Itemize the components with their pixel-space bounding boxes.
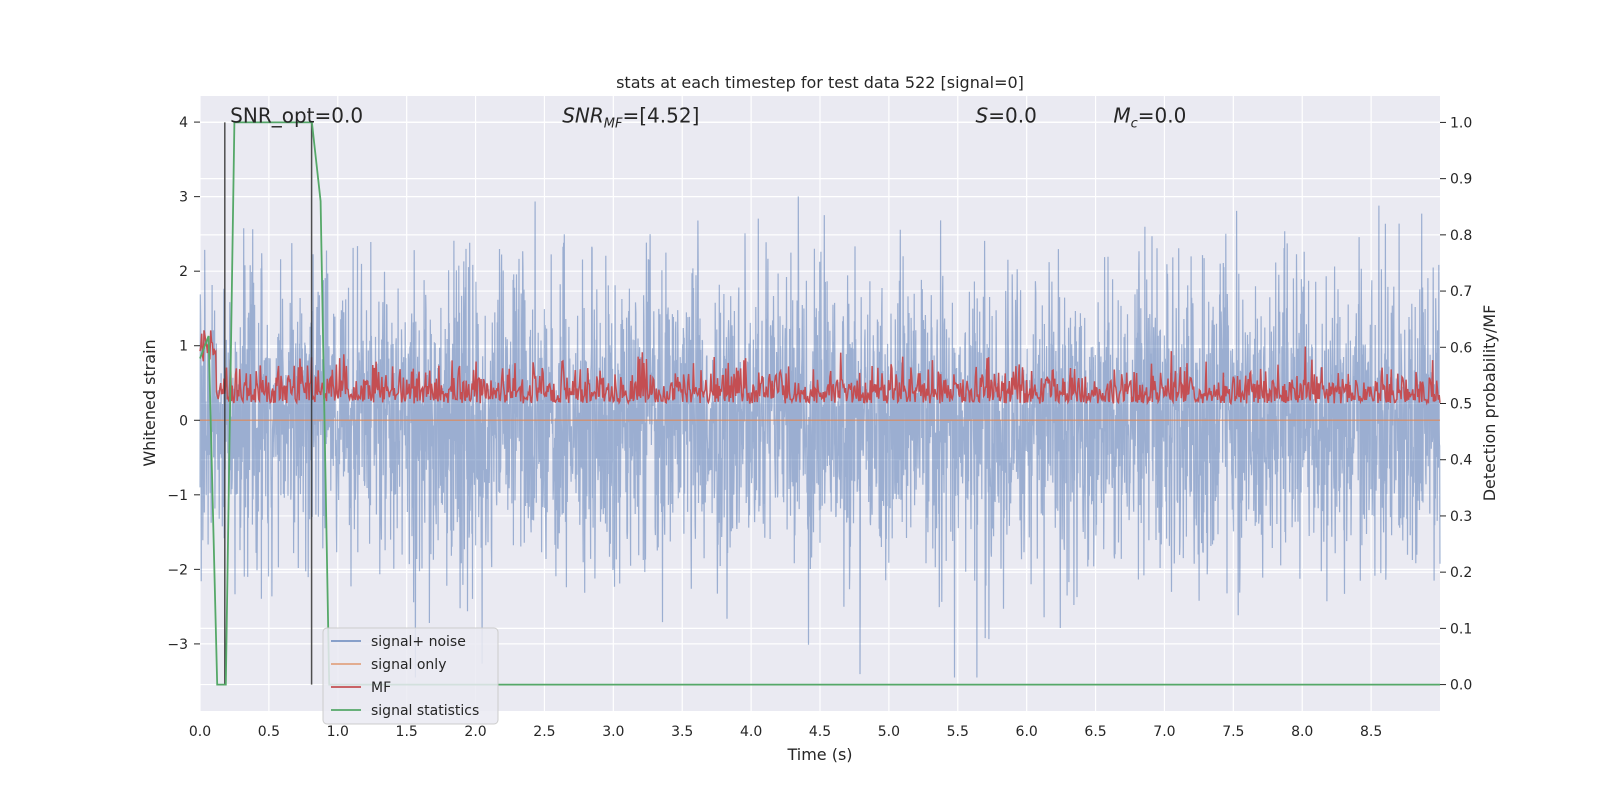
series-signal-plus-noise [199, 196, 1441, 678]
series-mf [199, 330, 1441, 406]
y-right-tick-label: 0.6 [1450, 340, 1472, 356]
x-tick-label: 8.0 [1291, 724, 1313, 740]
y-axis-left-label: Whitened strain [140, 339, 159, 466]
y-right-tick-label: 0.3 [1450, 509, 1472, 525]
annotations: SNR_opt=0.0 SNRMF=[4.52] S=0.0 Mc=0.0 [230, 104, 1186, 132]
annotation-m-c-0-0: Mc=0.0 [1113, 104, 1186, 132]
legend-label-signal-statistics: signal statistics [371, 703, 479, 719]
y-right-tick-label: 0.9 [1450, 172, 1472, 188]
y-left-tick-label: 4 [179, 115, 188, 131]
annotation-snr-opt-0-0: SNR_opt=0.0 [230, 104, 363, 128]
y-left-tick-label: 0 [179, 413, 188, 429]
x-tick-label: 4.5 [809, 724, 831, 740]
x-tick-label: 6.5 [1084, 724, 1106, 740]
y-left-tick-label: −3 [167, 637, 188, 653]
x-axis-ticks: 0.0 0.5 1.0 1.5 2.0 2.5 3.0 3.5 4.0 4.5 5.0 5.5 6.0 6… [189, 724, 1382, 740]
y-right-tick-label: 0.2 [1450, 565, 1472, 581]
legend-label-mf: MF [371, 680, 391, 696]
y-left-tick-label: 1 [179, 339, 188, 355]
legend: signal+ noise signal only MF signal statist… [322, 627, 499, 725]
y-axis-right-ticks: 0.0 0.1 0.2 0.3 0.4 0.5 0.6 0.7 0.8 0.9 1.0 [1440, 115, 1472, 694]
y-axis-left-ticks: −3 −2 −1 0 1 2 3 4 [167, 115, 200, 653]
x-axis-label: Time (s) [786, 745, 852, 764]
x-tick-label: 8.5 [1360, 724, 1382, 740]
detection-window-lines [224, 122, 313, 685]
y-left-tick-label: −2 [167, 562, 188, 578]
x-tick-label: 5.0 [878, 724, 900, 740]
x-tick-label: 6.0 [1016, 724, 1038, 740]
y-right-tick-label: 0.4 [1450, 453, 1472, 469]
x-tick-label: 3.0 [602, 724, 624, 740]
y-left-tick-label: −1 [167, 488, 188, 504]
y-left-tick-label: 2 [179, 264, 188, 280]
y-right-tick-label: 0.8 [1450, 228, 1472, 244]
x-tick-label: 1.0 [327, 724, 349, 740]
y-right-tick-label: 0.0 [1450, 678, 1472, 694]
x-tick-label: 0.5 [258, 724, 280, 740]
x-tick-label: 0.0 [189, 724, 211, 740]
annotation-snr-mf-4-52: SNRMF=[4.52] [562, 104, 699, 132]
x-tick-label: 7.5 [1222, 724, 1244, 740]
x-tick-label: 1.5 [396, 724, 418, 740]
y-right-tick-label: 1.0 [1450, 115, 1472, 131]
x-tick-label: 7.0 [1153, 724, 1175, 740]
annotation-s-0-0: S=0.0 [976, 104, 1037, 128]
x-tick-label: 2.5 [533, 724, 555, 740]
x-tick-label: 2.0 [464, 724, 486, 740]
y-axis-right-label: Detection probability/MF [1480, 305, 1499, 502]
x-tick-label: 5.5 [947, 724, 969, 740]
x-tick-label: 4.0 [740, 724, 762, 740]
legend-label-signal-noise: signal+ noise [371, 634, 466, 650]
y-right-tick-label: 0.5 [1450, 397, 1472, 413]
x-tick-label: 3.5 [671, 724, 693, 740]
y-left-tick-label: 3 [179, 190, 188, 206]
legend-label-signal-only: signal only [371, 657, 446, 673]
y-right-tick-label: 0.1 [1450, 621, 1472, 637]
chart-title: stats at each timestep for test data 522… [616, 73, 1024, 92]
legend-box [322, 627, 499, 725]
y-right-tick-label: 0.7 [1450, 284, 1472, 300]
